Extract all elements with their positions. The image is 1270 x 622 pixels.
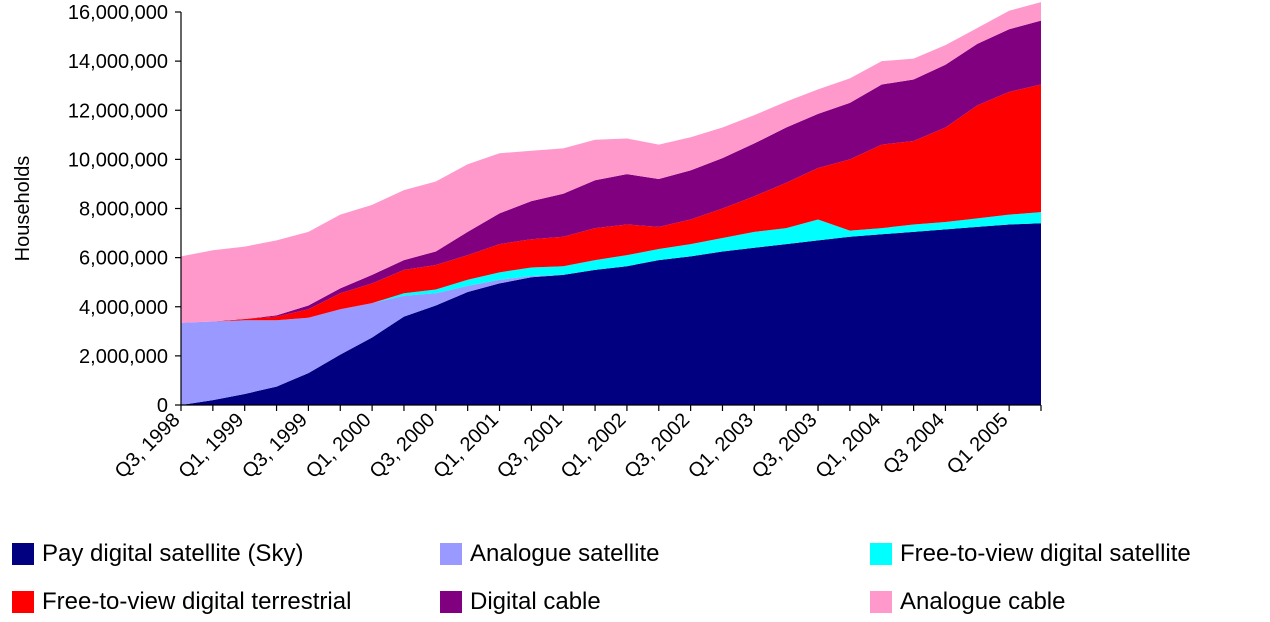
x-tick-label: Q3, 2001 <box>493 409 567 483</box>
series-area-analogue-satellite <box>181 223 1041 405</box>
x-tick-label: Q1, 2002 <box>557 409 631 483</box>
x-tick-label: Q1, 1999 <box>174 409 248 483</box>
y-axis-ticks: 0 2,000,000 4,000,000 6,000,000 8,000,000 10,… <box>68 2 181 417</box>
legend-label: Free-to-view digital satellite <box>900 540 1191 567</box>
legend-swatch-analogue-cable <box>870 591 892 613</box>
y-tick-label: 8,000,000 <box>79 199 168 221</box>
x-tick-label: Q1, 2000 <box>302 409 376 483</box>
plot-areas <box>181 2 1041 405</box>
legend-label: Digital cable <box>470 588 601 615</box>
y-tick-label: 14,000,000 <box>68 51 168 73</box>
legend-label: Free-to-view digital terrestrial <box>42 588 352 615</box>
y-tick-label: 16,000,000 <box>68 2 168 24</box>
legend-label: Analogue cable <box>900 588 1066 615</box>
x-tick-label: Q3, 1999 <box>238 409 312 483</box>
y-tick-label: 12,000,000 <box>68 100 168 122</box>
legend-swatch-free-to-view-digital-terrestrial <box>12 591 34 613</box>
x-tick-label: Q3 2004 <box>879 409 949 479</box>
y-tick-label: 0 <box>157 395 168 417</box>
x-tick-label: Q3, 2002 <box>620 409 694 483</box>
legend-item-pay-digital-satellite: Pay digital satellite (Sky) <box>12 534 303 574</box>
legend-swatch-digital-cable <box>440 591 462 613</box>
x-tick-label: Q1, 2003 <box>684 409 758 483</box>
legend-label: Analogue satellite <box>470 540 660 567</box>
x-tick-label: Q1, 2001 <box>429 409 503 483</box>
legend-label: Pay digital satellite (Sky) <box>42 540 304 567</box>
legend-swatch-free-to-view-digital-satellite <box>870 543 892 565</box>
x-tick-label: Q3, 2003 <box>748 409 822 483</box>
y-axis-label: Households <box>12 156 34 262</box>
y-tick-label: 4,000,000 <box>79 297 168 319</box>
series-area-pay-digital-satellite-sky <box>181 223 1041 405</box>
legend-item-free-to-view-digital-satellite: Free-to-view digital satellite <box>870 534 1191 574</box>
legend-swatch-pay-digital-satellite <box>12 543 34 565</box>
legend-item-digital-cable: Digital cable <box>440 582 601 622</box>
legend-item-analogue-satellite: Analogue satellite <box>440 534 659 574</box>
x-tick-label: Q3, 2000 <box>366 409 440 483</box>
y-tick-label: 2,000,000 <box>79 346 168 368</box>
y-tick-label: 10,000,000 <box>68 149 168 171</box>
series-area-analogue-cable <box>181 2 1041 323</box>
series-area-free-to-view-digital-satellite <box>181 212 1041 323</box>
legend-swatch-analogue-satellite <box>440 543 462 565</box>
y-tick-label: 6,000,000 <box>79 248 168 270</box>
series-area-free-to-view-digital-terrestrial <box>181 84 1041 323</box>
x-tick-label: Q3, 1998 <box>111 409 185 483</box>
x-tick-label: Q1 2005 <box>943 409 1013 479</box>
legend: Pay digital satellite (Sky) Analogue sat… <box>0 530 1270 620</box>
stacked-area-chart: 0 2,000,000 4,000,000 6,000,000 8,000,000 10,… <box>12 2 1042 483</box>
legend-item-analogue-cable: Analogue cable <box>870 582 1065 622</box>
legend-item-free-to-view-digital-terrestrial: Free-to-view digital terrestrial <box>12 582 351 622</box>
x-tick-label: Q1, 2004 <box>812 409 886 483</box>
